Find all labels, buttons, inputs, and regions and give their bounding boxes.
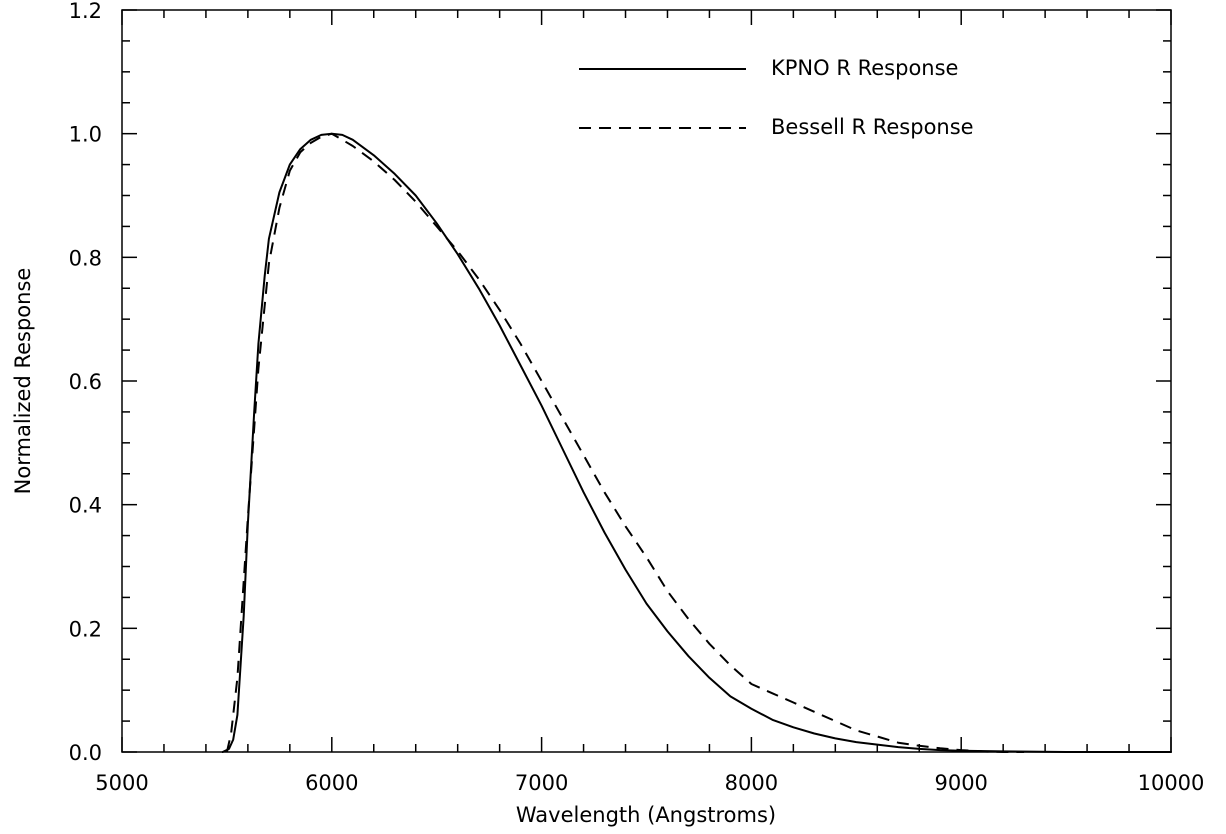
legend-label: KPNO R Response	[771, 56, 958, 80]
plot-frame	[121, 9, 1172, 753]
y-tick-label: 0.4	[69, 494, 102, 518]
legend-label: Bessell R Response	[771, 115, 974, 139]
axis-tick-labels: 5000 6000 7000 8000 9000 10000 0.0 0.2 0.4 0.6 0.8…	[69, 0, 1205, 795]
bessell-r-line	[225, 132, 1025, 753]
series-lines	[221, 132, 1172, 753]
axis-ticks	[121, 9, 1172, 753]
y-tick-label: 0.0	[69, 741, 102, 765]
x-tick-label: 7000	[515, 771, 568, 795]
y-tick-label: 0.6	[69, 370, 102, 394]
x-axis-label: Wavelength (Angstroms)	[516, 803, 776, 827]
x-tick-label: 5000	[95, 771, 148, 795]
kpno-r-line	[221, 132, 1172, 753]
y-tick-label: 1.2	[69, 0, 102, 23]
x-tick-label: 6000	[305, 771, 358, 795]
y-axis-label: Normalized Response	[11, 268, 35, 495]
x-tick-label: 9000	[934, 771, 987, 795]
x-tick-label: 8000	[725, 771, 778, 795]
x-tick-label: 10000	[1138, 771, 1205, 795]
y-tick-label: 0.8	[69, 246, 102, 270]
y-tick-label: 1.0	[69, 123, 102, 147]
y-tick-label: 0.2	[69, 617, 102, 641]
legend: KPNO R Response Bessell R Response	[579, 56, 974, 139]
